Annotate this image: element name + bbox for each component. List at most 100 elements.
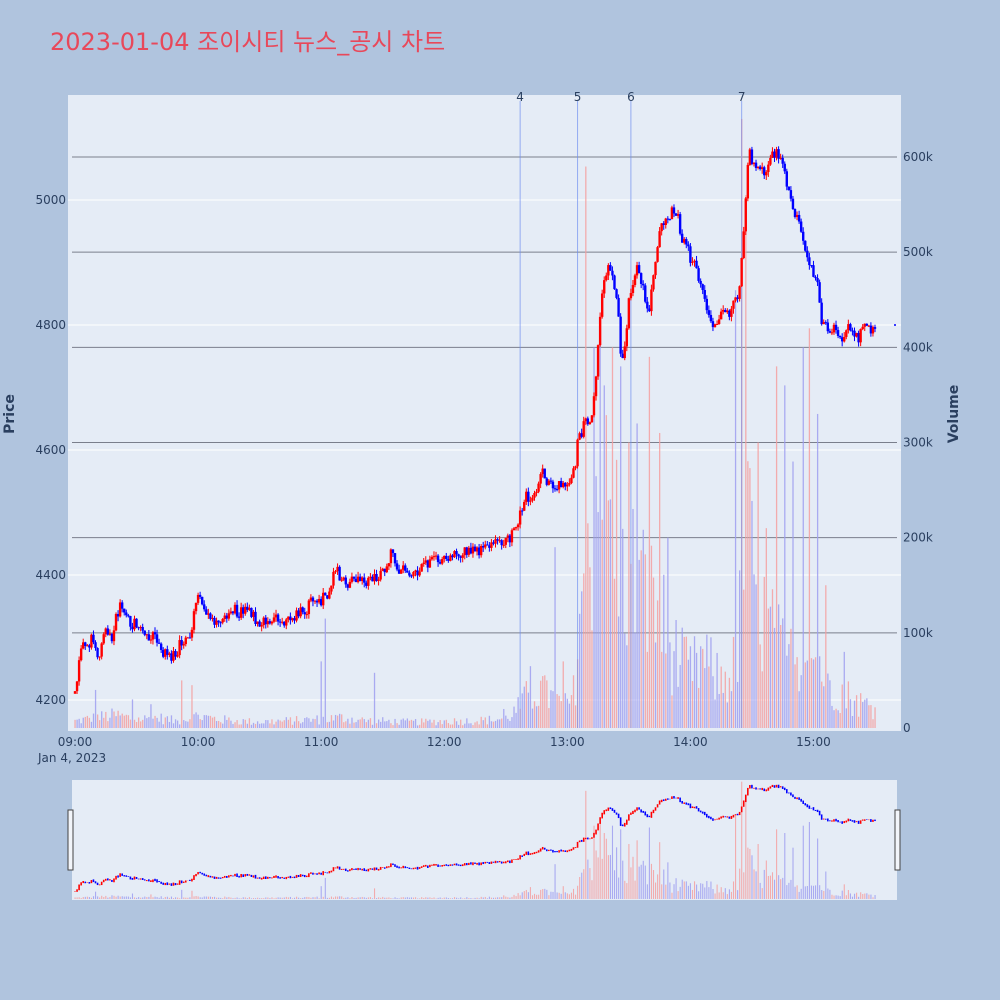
slider-volume-bar (373, 888, 376, 899)
volume-bar (730, 691, 733, 728)
price-candle-body (715, 324, 719, 326)
price-candle-body (820, 302, 823, 325)
slider-volume-bar (819, 885, 821, 899)
price-candle-body (752, 162, 756, 165)
price-candle-body (662, 223, 665, 225)
price-candle-body (802, 231, 805, 241)
volume-bar (548, 708, 550, 728)
volume-bar (107, 721, 109, 728)
slider-volume-bar (669, 882, 671, 899)
slider-volume-bar (597, 857, 599, 899)
volume-bar (720, 666, 722, 728)
price-candle-body (404, 565, 407, 571)
price-candle-body (516, 524, 520, 528)
price-candle-body (871, 327, 875, 334)
slider-volume-bar (810, 885, 813, 899)
price-candle-body (707, 310, 711, 315)
price-candle-body (518, 510, 522, 525)
price-candle-body (639, 273, 643, 284)
price-candle-body (482, 546, 485, 548)
volume-bar (853, 700, 856, 728)
slider-volume-bar (164, 896, 166, 899)
range-slider[interactable] (72, 780, 897, 900)
volume-bar (786, 655, 788, 728)
volume-bar (544, 675, 546, 728)
price-candle-body (562, 482, 565, 488)
volume-bar (697, 687, 700, 728)
slider-volume-bar (105, 895, 107, 899)
price-candle-body (644, 285, 647, 302)
slider-volume-bar (287, 897, 289, 899)
slider-volume-bar (201, 897, 203, 899)
volume-bar (355, 722, 357, 728)
news-markers: 4 5 6 7 (516, 90, 745, 728)
price-candle-body (537, 483, 540, 492)
volume-bar (665, 653, 667, 728)
volume-bar (769, 606, 772, 728)
slider-volume-bar (213, 896, 216, 899)
volume-bar (191, 685, 193, 728)
volume-bar (201, 720, 203, 728)
slider-volume-bar (478, 898, 480, 899)
range-slider-left-handle[interactable] (67, 809, 74, 871)
slider-volume-bar (673, 884, 675, 899)
slider-volume-bar (453, 897, 456, 899)
volume-bar (215, 721, 218, 728)
slider-volume-bar (509, 897, 511, 899)
volume-bar (761, 671, 763, 728)
slider-volume-bar (759, 882, 761, 899)
volume-bar (150, 704, 152, 728)
slider-volume-bar (632, 856, 634, 899)
price-candle-body (603, 280, 606, 294)
price-candle-body (248, 607, 251, 610)
slider-volume-bar (160, 896, 162, 899)
slider-volume-bar (97, 896, 99, 899)
slider-volume-bar (328, 897, 330, 899)
slider-volume-bar (831, 894, 833, 899)
price-candle-body (642, 283, 645, 286)
price-candle-body (242, 607, 245, 614)
price-candle-body (303, 612, 306, 615)
price-candle-body (170, 653, 173, 661)
volume-bar (706, 634, 708, 728)
volume-bar (431, 722, 433, 728)
price-candle-body (317, 598, 321, 603)
slider-volume-bar (371, 898, 374, 899)
range-slider-right-handle[interactable] (894, 809, 901, 871)
slider-volume-bar (808, 822, 810, 899)
slider-volume-bar (628, 844, 630, 899)
volume-bar (827, 673, 829, 728)
volume-bar (156, 717, 158, 728)
slider-volume-bar (757, 844, 759, 899)
slider-volume-bar (261, 898, 263, 899)
slider-volume-bar (232, 898, 234, 899)
price-candle-body (141, 627, 144, 631)
slider-volume-bar (745, 796, 747, 899)
price-candle-body (168, 653, 171, 655)
volume-bar (74, 719, 76, 728)
price-candle-body (104, 628, 107, 635)
slider-volume-bar (410, 897, 413, 899)
slider-volume-bar (683, 881, 685, 899)
volume-bar (115, 716, 117, 728)
slider-volume-bar (843, 884, 845, 899)
slider-volume-bar (677, 891, 679, 899)
slider-volume-bar (330, 896, 333, 899)
slider-volume-bar (119, 896, 121, 899)
volume-bar (595, 476, 597, 728)
slider-volume-bar (296, 896, 298, 899)
price-candle-body (135, 618, 138, 628)
price-candle-body (531, 497, 534, 501)
price-candle-body (596, 345, 600, 377)
price-candle-body (738, 286, 741, 299)
price-candle-body (283, 621, 286, 626)
volume-bar (271, 719, 273, 728)
slider-volume-bar (839, 896, 841, 899)
volume-bar (316, 715, 318, 728)
volume-bar (152, 718, 154, 728)
volume-bar (872, 719, 874, 728)
slider-volume-bar (591, 880, 593, 899)
main-plot-area[interactable] (68, 95, 901, 731)
volume-bar (314, 719, 316, 728)
price-candle-body (722, 309, 725, 312)
